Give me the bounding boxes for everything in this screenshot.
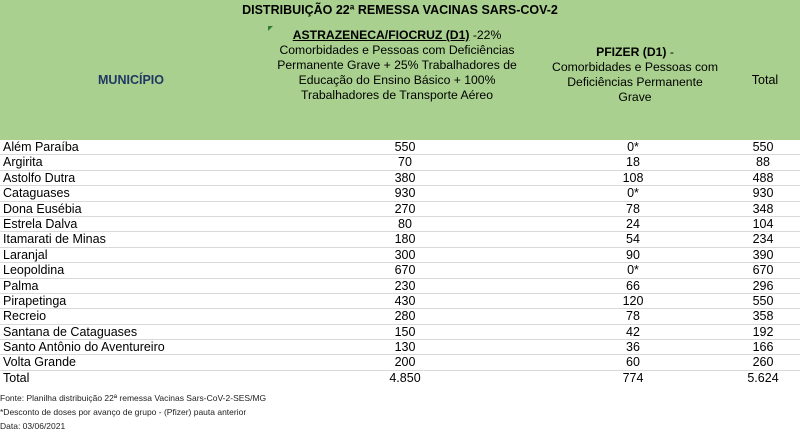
footnotes: Fonte: Planilha distribuição 22ª remessa… — [0, 392, 800, 434]
totals-astrazeneca: 4.850 — [389, 370, 421, 385]
totals-label: Total — [3, 370, 30, 385]
table-row: Palma 230 66 296 — [0, 279, 800, 294]
cell-municipio: Itamarati de Minas — [3, 232, 106, 247]
cell-total: 488 — [752, 170, 774, 185]
cell-pfizer: 54 — [626, 232, 640, 247]
pfizer-brand: PFIZER (D1) — [596, 45, 667, 59]
cell-municipio: Argirita — [3, 155, 43, 170]
cell-total: 358 — [752, 309, 774, 324]
table-header: MUNICÍPIO ASTRAZENECA/FIOCRUZ (D1) -22% … — [0, 20, 800, 140]
cell-pfizer: 0* — [627, 263, 639, 278]
cell-total: 234 — [752, 232, 774, 247]
cell-total: 670 — [752, 263, 774, 278]
cell-astrazeneca: 280 — [394, 309, 416, 324]
cell-pfizer: 0* — [627, 186, 639, 201]
table-row: Astolfo Dutra 380 108 488 — [0, 170, 800, 187]
cell-pfizer: 90 — [626, 247, 640, 262]
totals-row: Total 4.850 774 5.624 — [0, 371, 800, 386]
header-pfizer: PFIZER (D1) - Comorbidades e Pessoas com… — [550, 20, 720, 140]
table-row: Além Paraíba 550 0* 550 — [0, 140, 800, 156]
table-row: Santo Antônio do Aventureiro 130 36 166 — [0, 340, 800, 356]
cell-astrazeneca: 430 — [394, 293, 416, 308]
cell-pfizer: 18 — [626, 155, 640, 170]
cell-total: 88 — [756, 155, 770, 170]
cell-total: 104 — [752, 216, 774, 231]
table-row: Leopoldina 670 0* 670 — [0, 263, 800, 279]
table-row: Laranjal 300 90 390 — [0, 247, 800, 264]
cell-total: 348 — [752, 201, 774, 216]
cell-total: 550 — [752, 140, 774, 154]
cell-astrazeneca: 80 — [398, 216, 412, 231]
cell-pfizer: 0* — [627, 140, 639, 154]
source-note: Fonte: Planilha distribuição 22ª remessa… — [0, 393, 267, 403]
table-row: Estrela Dalva 80 24 104 — [0, 216, 800, 233]
cell-municipio: Estrela Dalva — [3, 216, 78, 231]
astrazeneca-description: Comorbidades e Pessoas com Deficiências … — [277, 43, 517, 102]
cell-municipio: Astolfo Dutra — [3, 170, 76, 185]
cell-municipio: Cataguases — [3, 186, 70, 201]
astrazeneca-percent: -22% — [469, 28, 502, 42]
cell-total: 390 — [752, 247, 774, 262]
cell-pfizer: 36 — [626, 340, 640, 355]
cell-astrazeneca: 180 — [394, 232, 416, 247]
pfizer-dash: - — [666, 45, 674, 59]
cell-total: 260 — [752, 355, 774, 370]
cell-astrazeneca: 200 — [394, 355, 416, 370]
pfizer-description: Comorbidades e Pessoas com Deficiências … — [552, 60, 718, 104]
table-row: Recreio 280 78 358 — [0, 309, 800, 325]
cell-astrazeneca: 670 — [394, 263, 416, 278]
cell-municipio: Santo Antônio do Aventureiro — [3, 340, 165, 355]
header-total: Total — [751, 73, 779, 87]
discount-note: *Desconto de doses por avanço de grupo -… — [0, 407, 247, 417]
astrazeneca-brand: ASTRAZENECA/FIOCRUZ (D1) — [292, 28, 470, 42]
cell-astrazeneca: 150 — [394, 324, 416, 339]
cell-astrazeneca: 550 — [394, 140, 416, 154]
totals-total: 5.624 — [747, 370, 779, 385]
table-title: DISTRIBUIÇÃO 22ª REMESSA VACINAS SARS-CO… — [0, 0, 800, 20]
table-row: Pirapetinga 430 120 550 — [0, 293, 800, 310]
cell-astrazeneca: 130 — [394, 340, 416, 355]
table-row: Cataguases 930 0* 930 — [0, 186, 800, 202]
cell-total: 550 — [752, 293, 774, 308]
cell-pfizer: 60 — [626, 355, 640, 370]
table-row: Argirita 70 18 88 — [0, 155, 800, 171]
cell-municipio: Além Paraíba — [3, 140, 79, 154]
cell-total: 930 — [752, 186, 774, 201]
cell-pfizer: 78 — [626, 201, 640, 216]
cell-pfizer: 108 — [622, 170, 644, 185]
cell-astrazeneca: 930 — [394, 186, 416, 201]
totals-pfizer: 774 — [622, 370, 644, 385]
cell-pfizer: 120 — [622, 293, 644, 308]
cell-astrazeneca: 380 — [394, 170, 416, 185]
header-astrazeneca: ASTRAZENECA/FIOCRUZ (D1) -22% Comorbidad… — [262, 20, 532, 140]
cell-municipio: Recreio — [3, 309, 47, 324]
cell-astrazeneca: 300 — [394, 247, 416, 262]
cell-astrazeneca: 270 — [394, 201, 416, 216]
cell-total: 296 — [752, 278, 774, 293]
cell-comment-marker — [268, 26, 273, 31]
table-row: Volta Grande 200 60 260 — [0, 355, 800, 371]
cell-municipio: Dona Eusébia — [3, 201, 82, 216]
cell-astrazeneca: 70 — [398, 155, 412, 170]
cell-pfizer: 42 — [626, 324, 640, 339]
cell-municipio: Santana de Cataguases — [3, 324, 138, 339]
cell-pfizer: 66 — [626, 278, 640, 293]
cell-municipio: Laranjal — [3, 247, 48, 262]
table-row: Itamarati de Minas 180 54 234 — [0, 232, 800, 248]
cell-total: 166 — [752, 340, 774, 355]
date-note: Data: 03/06/2021 — [0, 421, 66, 431]
cell-pfizer: 78 — [626, 309, 640, 324]
table-body: Além Paraíba 550 0* 550 Argirita 70 18 8… — [0, 140, 800, 386]
cell-astrazeneca: 230 — [394, 278, 416, 293]
cell-municipio: Volta Grande — [3, 355, 76, 370]
table-row: Santana de Cataguases 150 42 192 — [0, 324, 800, 341]
header-municipio: MUNICÍPIO — [98, 73, 164, 87]
cell-municipio: Pirapetinga — [3, 293, 67, 308]
cell-municipio: Leopoldina — [3, 263, 65, 278]
cell-pfizer: 24 — [626, 216, 640, 231]
cell-total: 192 — [752, 324, 774, 339]
cell-municipio: Palma — [3, 278, 39, 293]
table-row: Dona Eusébia 270 78 348 — [0, 202, 800, 217]
